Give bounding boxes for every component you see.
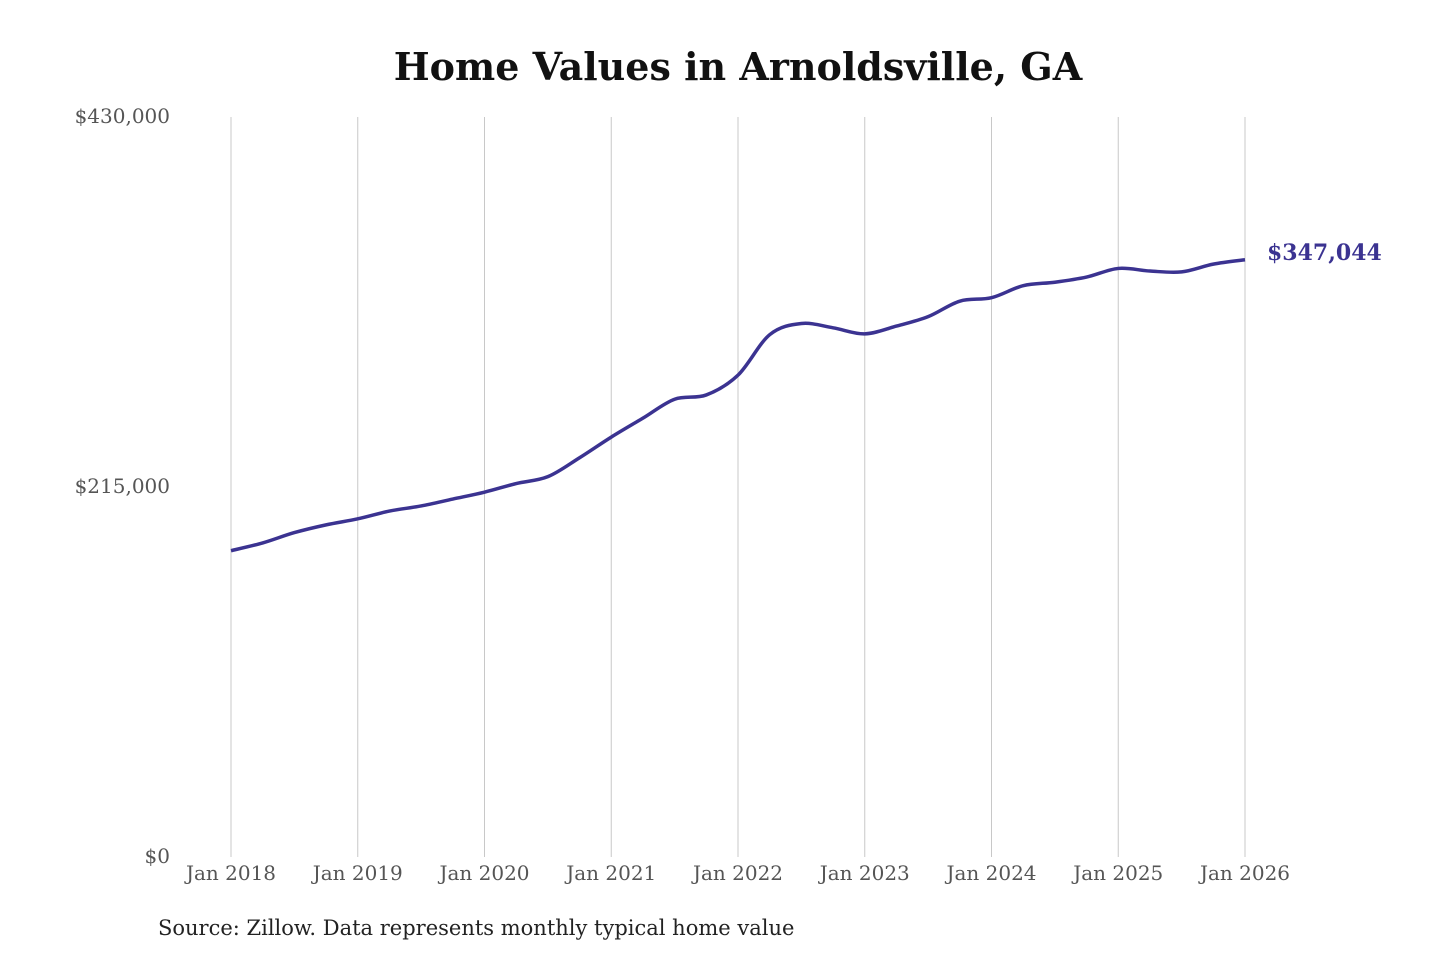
x-tick-label: Jan 2020 xyxy=(437,861,529,885)
chart-title: Home Values in Arnoldsville, GA xyxy=(393,44,1083,89)
x-tick-label: Jan 2024 xyxy=(944,861,1036,885)
source-note: Source: Zillow. Data represents monthly … xyxy=(158,916,795,940)
y-tick-label: $430,000 xyxy=(75,104,170,128)
x-tick-label: Jan 2025 xyxy=(1071,861,1163,885)
x-tick-label: Jan 2026 xyxy=(1198,861,1290,885)
x-tick-label: Jan 2018 xyxy=(184,861,276,885)
end-value-label: $347,044 xyxy=(1267,240,1382,266)
x-tick-label: Jan 2023 xyxy=(818,861,910,885)
x-tick-label: Jan 2022 xyxy=(691,861,783,885)
y-tick-label: $0 xyxy=(145,844,170,868)
x-tick-label: Jan 2021 xyxy=(564,861,656,885)
y-tick-label: $215,000 xyxy=(75,474,170,498)
x-tick-label: Jan 2019 xyxy=(311,861,403,885)
series-line xyxy=(230,258,1246,553)
